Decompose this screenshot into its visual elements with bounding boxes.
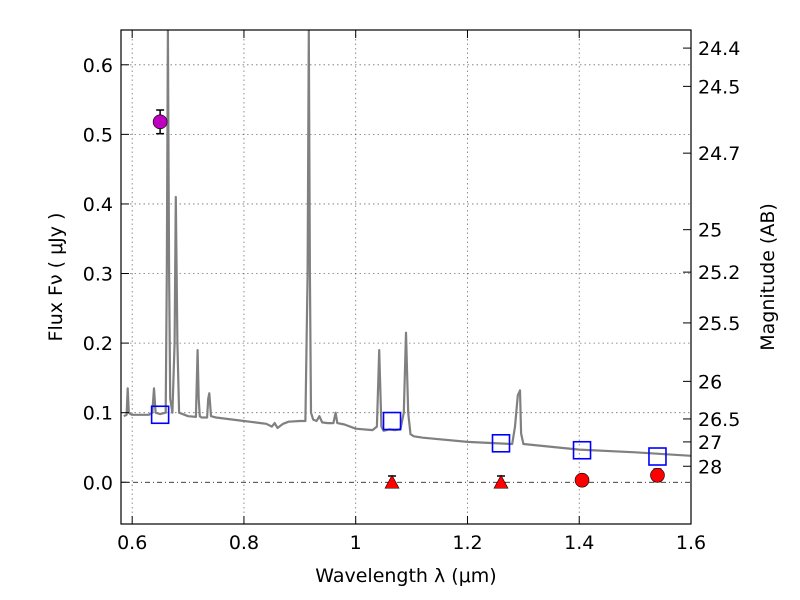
y-tick-label: 0.2 (83, 333, 113, 355)
model-photometry-square (382, 411, 402, 431)
plot-border (120, 29, 692, 525)
upper-limit-triangle (384, 474, 400, 489)
x-tick-label: 1 (350, 532, 362, 554)
y-tick-label: 0.4 (83, 194, 113, 216)
right-tick-label: 27 (698, 432, 722, 454)
y-axis-title: Flux Fν ( μJy ) (45, 213, 67, 342)
right-tick-label: 24.5 (698, 76, 740, 98)
right-tick-label: 24.4 (698, 38, 740, 60)
y-tick-label: 0.1 (83, 403, 113, 425)
right-tick-label: 25.5 (698, 313, 740, 335)
detection-point (152, 114, 168, 130)
x-tick-label: 1.2 (452, 532, 482, 554)
right-axis-title: Magnitude (AB) (757, 203, 779, 351)
flux-point (650, 467, 665, 483)
right-tick-label: 25 (698, 220, 722, 242)
x-tick-label: 0.8 (229, 532, 259, 554)
x-tick-label: 0.6 (117, 532, 147, 554)
right-tick-label: 26 (698, 371, 722, 393)
right-tick-label: 28 (698, 456, 722, 478)
x-axis-title: Wavelength λ (μm) (315, 565, 496, 587)
model-photometry-square (648, 447, 667, 466)
flux-point (574, 472, 590, 488)
right-tick-label: 25.2 (698, 262, 740, 284)
model-photometry-square (150, 405, 170, 425)
model-photometry-square (491, 433, 511, 453)
y-tick-label: 0.5 (83, 124, 113, 146)
right-tick-label: 24.7 (698, 143, 740, 165)
x-tick-label: 1.4 (564, 532, 594, 554)
right-tick-label: 26.5 (698, 409, 740, 431)
axes-frame (120, 29, 692, 525)
grid-lines (121, 30, 691, 524)
model-photometry-square (572, 440, 592, 460)
spectrum-line (123, 30, 691, 457)
upper-limit-triangle (493, 474, 509, 489)
plot-area (123, 30, 691, 489)
y-tick-label: 0.6 (83, 55, 113, 77)
y-tick-label: 0.3 (83, 264, 113, 286)
y-tick-label: 0.0 (83, 472, 113, 494)
x-tick-label: 1.6 (676, 532, 706, 554)
axis-ticks: 0.6 0.8 1 1.2 1.4 1.6 0.0 0.1 0.2 0.3 0.4 0.5 0.6 24.… (83, 30, 740, 554)
